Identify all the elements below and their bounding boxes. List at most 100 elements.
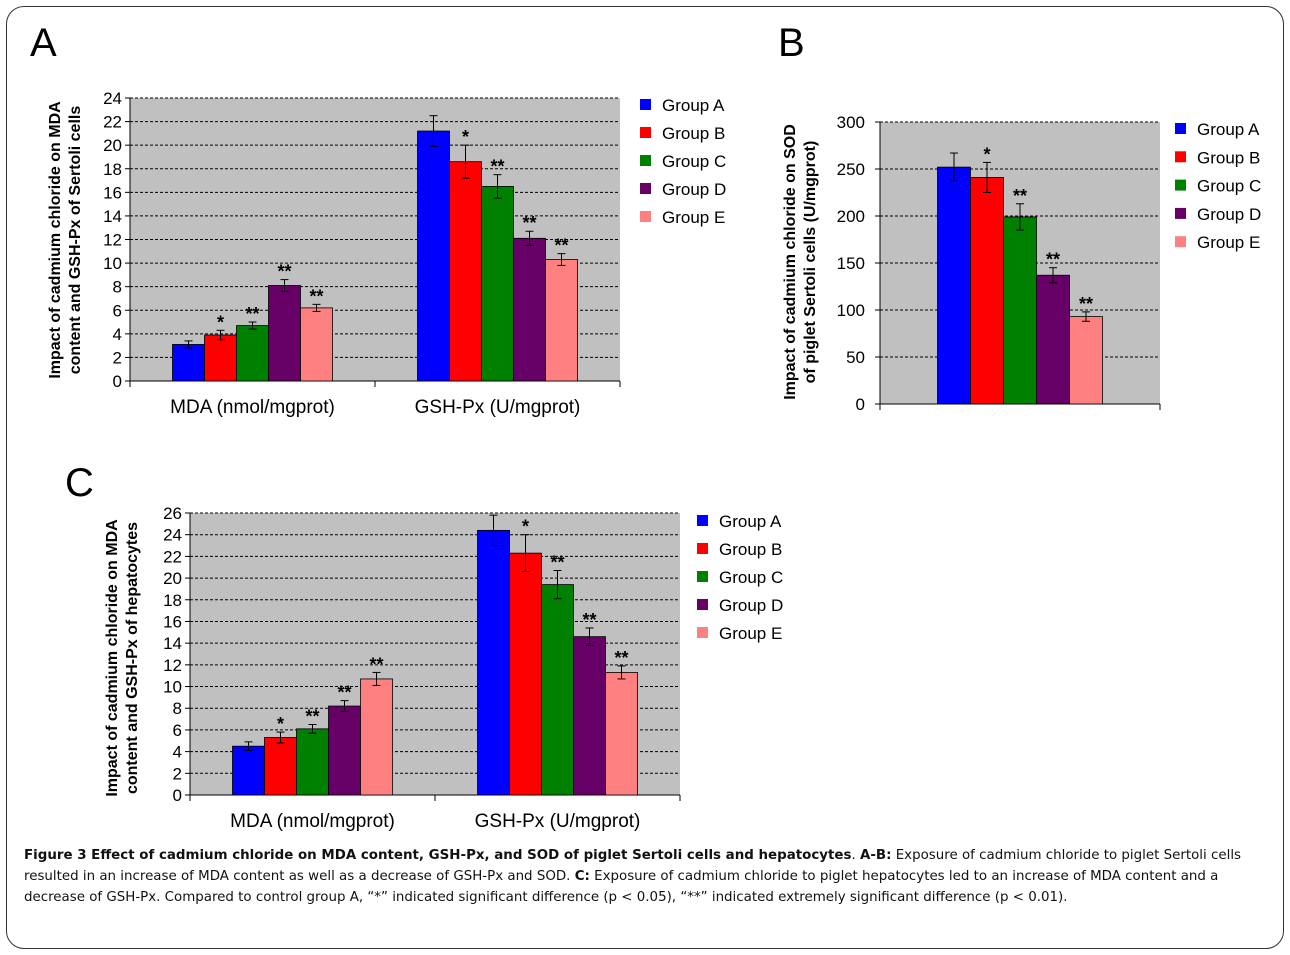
panel-c-legend-swatch bbox=[697, 571, 708, 582]
panel-a-significance-label: ** bbox=[245, 304, 259, 324]
caption-ab-label: A-B: bbox=[859, 848, 892, 863]
panel-c-bar bbox=[328, 705, 361, 796]
panel-c-category-label: GSH-Px (U/mgprot) bbox=[475, 811, 641, 832]
panel-a-y-tick-label: 0 bbox=[113, 372, 122, 391]
panel-b-y-tick-label: 200 bbox=[837, 207, 865, 226]
panel-a-significance-label: * bbox=[462, 127, 469, 147]
panel-c-legend-swatch bbox=[697, 599, 708, 610]
panel-b-y-tick-label: 250 bbox=[837, 160, 865, 179]
panel-b-significance-label: ** bbox=[1013, 186, 1027, 206]
panel-a-bar bbox=[236, 325, 269, 382]
panel-c-y-tick-label: 12 bbox=[163, 656, 182, 675]
panel-b-legend-label: Group C bbox=[1197, 177, 1261, 196]
panel-b-legend-swatch bbox=[1175, 123, 1186, 134]
panel-a-legend: Group A Group B Group C Group D Group E bbox=[640, 96, 726, 227]
panel-a-y-tick-label: 2 bbox=[113, 348, 122, 367]
panel-a-significance-label: ** bbox=[490, 157, 504, 177]
panel-b-legend-label: Group D bbox=[1197, 205, 1261, 224]
panel-c-significance-label: * bbox=[277, 714, 284, 734]
panel-c-bar bbox=[296, 728, 329, 796]
panel-a-legend-swatch bbox=[640, 155, 651, 166]
panel-a-significance-label: ** bbox=[554, 236, 568, 256]
panel-b-y-tick-label: 100 bbox=[837, 301, 865, 320]
panel-b-legend-swatch bbox=[1175, 236, 1186, 248]
panel-a-y-axis-label-line2: content and GSH-Px of Sertoli cells bbox=[67, 106, 84, 375]
caption-ab-text: Exposure of cadmium chloride to piglet S… bbox=[24, 848, 1242, 884]
panel-b-bar bbox=[970, 177, 1004, 405]
panel-b-letter: B bbox=[778, 21, 805, 65]
panel-a-category-label: MDA (nmol/mgprot) bbox=[170, 397, 335, 418]
caption-c-text: Exposure of cadmium chloride to piglet h… bbox=[24, 869, 1219, 905]
panel-c-legend: Group A Group B Group C Group D Group E bbox=[697, 512, 783, 643]
panel-a-y-tick-label: 4 bbox=[113, 325, 122, 344]
panel-c-bar bbox=[509, 552, 542, 796]
panel-c-bar bbox=[264, 737, 297, 796]
panel-b-legend-swatch bbox=[1175, 207, 1186, 219]
panel-a-legend-label: Group B bbox=[662, 124, 725, 143]
panel-c-y-tick-label: 16 bbox=[163, 612, 182, 631]
panel-a-y-tick-label: 6 bbox=[113, 301, 122, 320]
panel-b-y-tick-label: 50 bbox=[846, 348, 865, 367]
panel-a-bar bbox=[204, 334, 237, 382]
panel-b-legend-label: Group E bbox=[1197, 233, 1260, 252]
panel-a-bar bbox=[417, 130, 450, 382]
panel-c-y-tick-label: 8 bbox=[173, 699, 182, 718]
panel-c-significance-label: ** bbox=[369, 654, 383, 674]
panel-c-legend-swatch bbox=[697, 543, 708, 554]
panel-c-bar bbox=[541, 584, 574, 796]
panel-a-legend-label: Group A bbox=[662, 96, 725, 115]
panel-a-legend-swatch bbox=[640, 211, 651, 222]
panel-b-chart: B 0 50 100 150 200 250 300 Impact of cadmium chl… bbox=[778, 21, 1261, 414]
panel-c-significance-label: ** bbox=[337, 683, 351, 703]
panel-c-y-tick-label: 22 bbox=[163, 547, 182, 566]
panel-c-letter: C bbox=[65, 461, 94, 505]
panel-c-bar bbox=[477, 529, 510, 796]
panel-c-y-tick-label: 0 bbox=[173, 786, 182, 805]
panel-b-y-axis-label-line1: Impact of cadmium chloride on SOD bbox=[782, 124, 799, 400]
figure-caption: Figure 3 Effect of cadmium chloride on M… bbox=[24, 845, 1274, 908]
panel-a-y-tick-label: 16 bbox=[103, 183, 122, 202]
panel-c-significance-label: ** bbox=[582, 610, 596, 630]
panel-c-bar bbox=[605, 672, 638, 796]
panel-c-legend-swatch bbox=[697, 515, 708, 526]
panel-b-legend-swatch bbox=[1175, 151, 1186, 163]
panel-a-bar bbox=[449, 161, 482, 382]
panel-c-legend-label: Group E bbox=[719, 624, 782, 643]
panel-c-bar bbox=[232, 745, 265, 796]
panel-a-bar bbox=[481, 186, 514, 382]
panel-a-letter: A bbox=[30, 21, 57, 65]
panel-c-significance-label: ** bbox=[305, 707, 319, 727]
panel-c-legend-swatch bbox=[697, 627, 708, 638]
panel-c-y-axis-label-line2: content and GSH-Px of hepatocytes bbox=[124, 522, 141, 794]
caption-c-label: C: bbox=[574, 869, 590, 884]
panel-c-y-tick-label: 10 bbox=[163, 678, 182, 697]
panel-a-y-tick-label: 8 bbox=[113, 278, 122, 297]
panel-b-y-tick-label: 150 bbox=[837, 254, 865, 273]
panel-c-significance-label: * bbox=[522, 517, 529, 537]
panel-a-legend-swatch bbox=[640, 127, 651, 138]
panel-c-category-label: MDA (nmol/mgprot) bbox=[230, 811, 395, 832]
panel-b-legend-label: Group A bbox=[1197, 120, 1260, 139]
panel-c-legend-label: Group B bbox=[719, 540, 782, 559]
panel-c-legend-label: Group C bbox=[719, 568, 783, 587]
panel-c-y-tick-label: 2 bbox=[173, 764, 182, 783]
panel-c-bar bbox=[360, 678, 393, 796]
panel-a-significance-label: ** bbox=[277, 262, 291, 282]
panel-c-significance-label: ** bbox=[614, 648, 628, 668]
panel-b-y-axis-label-line2: of piglet Sertoli cells (U/mgprot) bbox=[802, 141, 819, 384]
panel-b-legend-label: Group B bbox=[1197, 148, 1260, 167]
panel-b-y-tick-label: 0 bbox=[856, 395, 865, 414]
panel-b-significance-label: ** bbox=[1046, 250, 1060, 270]
panel-c-y-tick-label: 4 bbox=[173, 743, 182, 762]
panel-c-significance-label: ** bbox=[550, 552, 564, 572]
panel-a-significance-label: * bbox=[217, 312, 224, 332]
caption-title: Figure 3 Effect of cadmium chloride on M… bbox=[24, 848, 852, 863]
panel-a-y-tick-label: 12 bbox=[103, 231, 122, 250]
panel-a-legend-swatch bbox=[640, 183, 651, 194]
panel-c-y-tick-label: 6 bbox=[173, 721, 182, 740]
panel-b-y-tick-label: 300 bbox=[837, 113, 865, 132]
panel-a-y-tick-label: 14 bbox=[103, 207, 122, 226]
panel-c-y-axis-label-line1: Impact of cadmium chloride on MDA bbox=[104, 519, 121, 797]
